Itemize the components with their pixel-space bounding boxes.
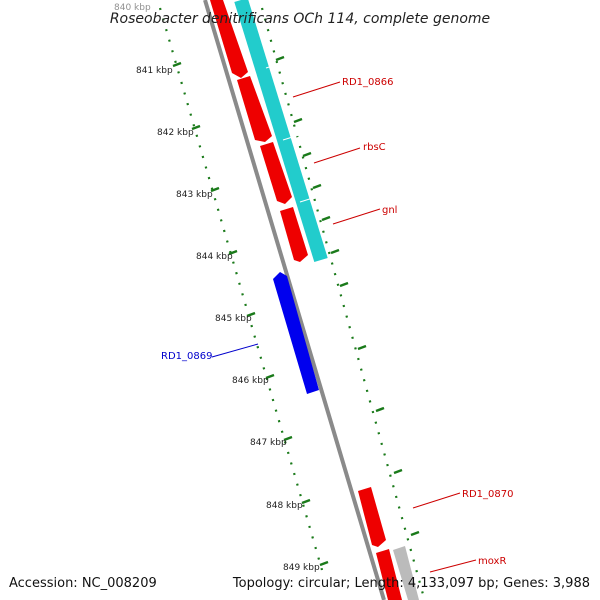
ruler-label-843: 843 kbp (176, 190, 213, 200)
left-ruler-ticks (172, 61, 329, 567)
outer-tick-6 (330, 248, 340, 255)
outer-tick-3 (302, 151, 312, 158)
ruler-tick-844 (228, 249, 238, 256)
ruler-label-844: 844 kbp (196, 252, 233, 262)
ruler-label-848: 848 kbp (266, 501, 303, 511)
ruler-label-840: 840 kbp (114, 3, 151, 13)
ruler-label-849: 849 kbp (283, 563, 320, 573)
ruler-tick-841 (172, 61, 182, 68)
cyan-feature-seam-3 (299, 196, 317, 203)
ruler-label-841: 841 kbp (136, 66, 173, 76)
ruler-tick-842 (191, 124, 201, 131)
outer-tick-11 (410, 530, 420, 537)
gene-label-rbsc[interactable]: rbsC (363, 142, 386, 153)
outer-tick-2 (293, 117, 303, 124)
leader-moxr (429, 559, 477, 573)
gene-label-rd1-0870[interactable]: RD1_0870 (462, 489, 513, 500)
leader-rd1-0869 (211, 343, 259, 358)
ruler-labels: 840 kbp 841 kbp 842 kbp 843 kbp 844 kbp … (114, 3, 320, 573)
gene-arrow-rbsc[interactable] (260, 142, 292, 204)
outer-tick-1 (275, 55, 285, 62)
genome-backbone (203, 0, 386, 600)
ruler-label-845: 845 kbp (215, 314, 252, 324)
gene-label-leaders (211, 81, 477, 573)
gene-arrow-moxr[interactable] (376, 549, 402, 600)
gene-arrow-rd1-0866[interactable] (237, 76, 272, 142)
ruler-tick-849 (319, 560, 329, 567)
gene-arrow-gnl[interactable] (280, 207, 308, 262)
outer-tick-8 (357, 344, 367, 351)
gray-feature (393, 546, 419, 600)
cyan-feature-bar (234, 0, 328, 263)
ruler-tick-847 (283, 435, 293, 442)
map-title: Roseobacter denitrificans OCh 114, compl… (110, 11, 490, 27)
gene-arrow-rd1-0869[interactable] (273, 272, 319, 394)
leader-rd1-0866 (292, 81, 341, 98)
cyan-feature-seam-1 (265, 62, 283, 69)
ruler-tick-845 (246, 311, 256, 318)
outer-tick-4 (312, 183, 322, 190)
leader-rd1-0870 (412, 492, 461, 509)
gene-label-rd1-0866[interactable]: RD1_0866 (342, 77, 393, 88)
cyan-feature-seam-2 (282, 134, 300, 141)
cyan-feature-track (234, 0, 328, 263)
accession-text: Accession: NC_008209 (9, 576, 157, 591)
outer-tick-5 (321, 215, 331, 222)
ruler-tick-848 (301, 498, 311, 505)
right-ruler-ticks (275, 55, 420, 537)
gene-label-gnl[interactable]: gnl (382, 205, 397, 216)
gene-arrow-rd1-0870[interactable] (358, 487, 386, 547)
outer-tick-10 (393, 468, 403, 475)
gene-label-rd1-0869[interactable]: RD1_0869 (161, 351, 212, 362)
gene-arrow-top[interactable] (210, 0, 248, 78)
genome-summary-text: Topology: circular; Length: 4,133,097 bp… (232, 576, 590, 591)
gene-label-moxr[interactable]: moxR (478, 556, 506, 567)
leader-gnl (332, 208, 381, 225)
leader-rbsc (313, 147, 361, 164)
gene-labels: RD1_0866 rbsC gnl RD1_0869 RD1_0870 moxR (161, 77, 513, 567)
outer-tick-7 (339, 281, 349, 288)
ruler-label-847: 847 kbp (250, 438, 287, 448)
ruler-tick-846 (265, 373, 275, 380)
forward-genes (210, 0, 402, 600)
ruler-label-842: 842 kbp (157, 128, 194, 138)
outer-tick-9 (375, 406, 385, 413)
ruler-label-846: 846 kbp (232, 376, 269, 386)
ruler-tick-843 (210, 186, 220, 193)
